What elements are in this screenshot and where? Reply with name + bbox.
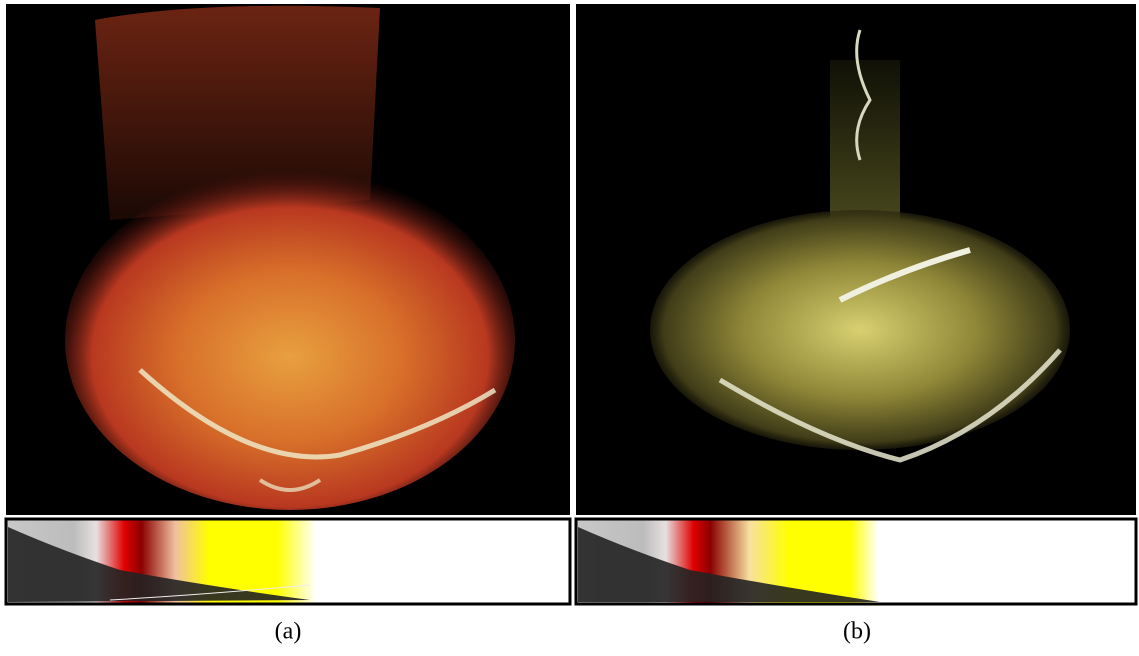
- caption: (b): [843, 619, 871, 645]
- volume-render: [650, 210, 1070, 450]
- figure: (a) (b): [0, 0, 1139, 656]
- transfer-function-b: [576, 519, 1136, 604]
- volume-render: [65, 170, 515, 510]
- transfer-function-a: [6, 519, 570, 604]
- panel-b: [576, 4, 1136, 515]
- panel-a: [6, 4, 570, 515]
- caption: (a): [275, 619, 302, 645]
